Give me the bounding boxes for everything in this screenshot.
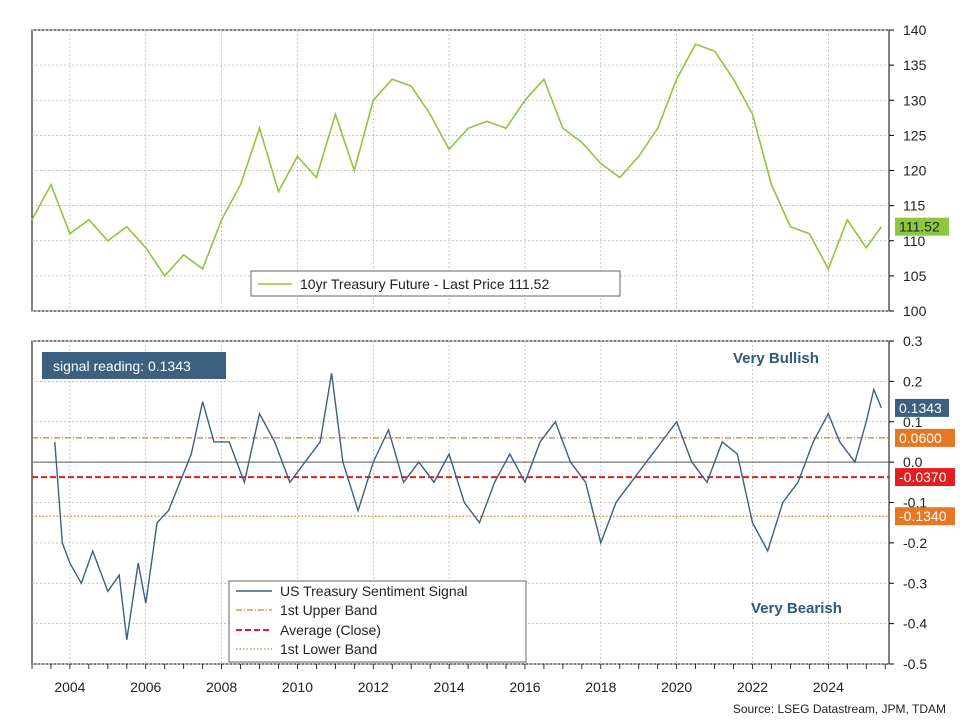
signal-badge xyxy=(895,398,949,417)
signal-badge-label: 0.1343 xyxy=(899,400,942,416)
x-tick-label: 2022 xyxy=(737,679,768,695)
top-y-tick-label: 110 xyxy=(903,233,926,249)
x-tick-label: 2014 xyxy=(434,679,465,695)
bottom-series-layer xyxy=(32,373,889,640)
top-legend: 10yr Treasury Future - Last Price 111.52 xyxy=(250,270,621,297)
price-badge xyxy=(895,217,949,236)
legend-label-upper: 1st Upper Band xyxy=(280,602,377,618)
signal-reading-text: signal reading: 0.1343 xyxy=(53,358,191,374)
source-note: Source: LSEG Datastream, JPM, TDAM xyxy=(733,702,946,716)
signal-reading-bg xyxy=(42,352,226,379)
top-y-tick-label: 100 xyxy=(903,303,927,319)
top-y-tick-label: 105 xyxy=(903,268,927,284)
bottom-y-tick-label: -0.1 xyxy=(903,495,927,511)
price-badge-label: 111.52 xyxy=(899,219,940,235)
x-tick-label: 2024 xyxy=(813,679,844,695)
upper-band-line-badge-label: 0.0600 xyxy=(899,430,942,446)
top-legend-box xyxy=(250,270,621,297)
top-y-tick-label: 115 xyxy=(903,198,926,214)
top-y-tick-label: 140 xyxy=(903,22,927,38)
bottom-y-tick-label: 0.1 xyxy=(903,414,923,430)
top-y-tick-label: 120 xyxy=(903,163,927,179)
average-line-badge xyxy=(895,468,955,487)
top-y-tick-label: 135 xyxy=(903,57,927,73)
bottom-legend: US Treasury Sentiment Signal 1st Upper B… xyxy=(228,580,527,663)
top-legend-label: 10yr Treasury Future - Last Price 111.52 xyxy=(300,276,549,292)
top-y-tick-label: 130 xyxy=(903,92,927,108)
axis-labels: 100 105 110 115 120 125 130 135 140 -0.5 -0.4 -0.3 -… xyxy=(31,22,955,695)
bottom-y-tick-label: 0.3 xyxy=(903,333,923,349)
legend-label-lower: 1st Lower Band xyxy=(280,641,377,657)
bottom-y-tick-label: -0.3 xyxy=(903,575,927,591)
bottom-y-tick-label: 0.0 xyxy=(903,454,923,470)
bottom-y-tick-label: -0.2 xyxy=(903,535,927,551)
lower-band-line-badge xyxy=(895,507,955,526)
x-tick-label: 2012 xyxy=(358,679,389,695)
upper-band-line-badge xyxy=(895,428,955,447)
price-series-line xyxy=(31,43,883,278)
x-tick-label: 2016 xyxy=(509,679,540,695)
top-series-layer xyxy=(31,43,883,278)
x-tick-label: 2010 xyxy=(282,679,313,695)
legend-label-signal: US Treasury Sentiment Signal xyxy=(280,583,468,599)
signal-series-line xyxy=(54,373,883,640)
x-tick-label: 2004 xyxy=(54,679,85,695)
x-tick-label: 2018 xyxy=(585,679,616,695)
x-tick-label: 2020 xyxy=(661,679,692,695)
bottom-legend-box xyxy=(228,580,527,663)
bottom-y-tick-label: 0.2 xyxy=(903,373,923,389)
average-line-badge-label: -0.0370 xyxy=(899,469,947,485)
bottom-y-tick-label: -0.4 xyxy=(903,616,927,632)
bottom-y-tick-label: -0.5 xyxy=(903,656,927,672)
very-bearish-label: Very Bearish xyxy=(751,600,842,617)
legend-label-average: Average (Close) xyxy=(280,622,381,638)
x-tick-label: 2008 xyxy=(206,679,237,695)
lower-band-line-badge-label: -0.1340 xyxy=(899,508,947,524)
signal-reading-box: signal reading: 0.1343 xyxy=(42,352,226,379)
top-y-tick-label: 125 xyxy=(903,127,927,143)
x-tick-label: 2006 xyxy=(130,679,161,695)
very-bullish-label: Very Bullish xyxy=(733,350,819,367)
